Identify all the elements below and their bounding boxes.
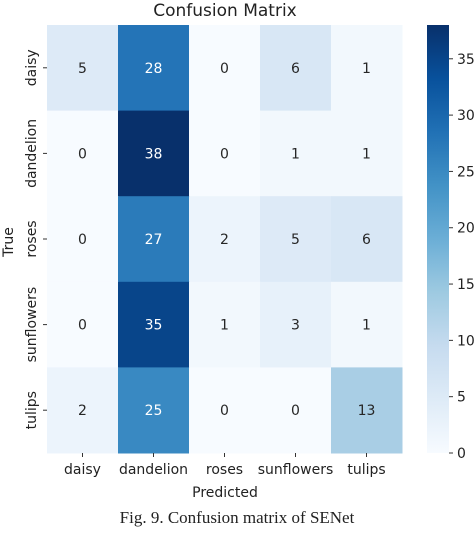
heatmap-cell [189,367,261,454]
cell-value-label: 2 [78,403,87,419]
heatmap-cells [47,25,403,454]
heatmap-cell [118,196,190,283]
heatmap-cell [260,196,332,283]
cell-value-label: 0 [220,61,229,77]
heatmap-cell [189,110,261,197]
x-tick-label: sunflowers [258,462,334,478]
heatmap-cell [47,196,119,283]
heatmap-cell [47,281,119,368]
x-tick-label: roses [206,462,243,478]
chart-title: Confusion Matrix [153,1,297,21]
colorbar-tick-label: 10 [457,333,474,349]
x-axis-label: Predicted [192,485,258,501]
heatmap-cell [118,367,190,454]
cell-value-label: 1 [362,61,371,77]
heatmap-cell [118,110,190,197]
heatmap-cell [47,367,119,454]
heatmap-cell [331,110,403,197]
cell-value-label: 35 [145,318,163,334]
heatmap-cell [260,367,332,454]
heatmap-cell [189,25,261,112]
x-tick-label: daisy [64,462,101,478]
cell-value-label: 0 [78,232,87,248]
cell-value-label: 0 [78,318,87,334]
y-tick-label: roses [24,220,40,257]
x-tick-label: tulips [347,462,385,478]
confusion-matrix-chart: Confusion Matrix 5 28 0 6 10 38 0 1 10 27 2 5 60 35 1 3… [1,1,474,501]
cell-value-label: 0 [291,403,300,419]
cell-value-label: 5 [291,232,300,248]
heatmap-cell [47,110,119,197]
colorbar-tick-label: 0 [457,446,466,462]
cell-value-label: 6 [291,61,300,77]
colorbar [427,25,449,453]
y-tick-label: tulips [24,391,40,429]
heatmap-cell [331,367,403,454]
cell-value-label: 38 [145,146,163,162]
heatmap-cell [47,25,119,112]
cell-value-label: 27 [145,232,163,248]
colorbar-tick-label: 35 [457,52,474,68]
heatmap-cell [331,25,403,112]
cell-value-label: 1 [362,146,371,162]
x-tick-labels: daisy dandelion roses sunflowers tulips [64,453,386,478]
cell-value-label: 0 [220,403,229,419]
heatmap-cell [331,281,403,368]
cell-value-label: 6 [362,232,371,248]
heatmap-cell [331,196,403,283]
cell-value-label: 2 [220,232,229,248]
cell-value-label: 3 [291,318,300,334]
colorbar-tick-label: 25 [457,164,474,180]
y-axis-label: True [1,227,17,258]
colorbar-tick-label: 15 [457,277,474,293]
heatmap-cell-labels: 5 28 0 6 10 38 0 1 10 27 2 5 60 35 1 3 12 25 0 0 13 [78,61,375,419]
heatmap-cell [189,281,261,368]
heatmap-cell [189,196,261,283]
cell-value-label: 0 [220,146,229,162]
cell-value-label: 1 [220,318,229,334]
y-tick-label: daisy [24,49,40,86]
cell-value-label: 25 [145,403,163,419]
colorbar-tick-label: 20 [457,221,474,237]
heatmap-cell [260,25,332,112]
cell-value-label: 13 [358,403,376,419]
cell-value-label: 1 [362,318,371,334]
cell-value-label: 28 [145,61,163,77]
colorbar-tick-label: 30 [457,108,474,124]
heatmap-cell [260,281,332,368]
x-tick-label: dandelion [119,462,188,478]
cell-value-label: 1 [291,146,300,162]
cell-value-label: 0 [78,146,87,162]
heatmap-cell [118,25,190,112]
y-tick-label: dandelion [24,119,40,188]
colorbar-ticks: 0 5 10 15 20 25 30 35 [449,52,474,462]
y-tick-label: sunflowers [24,287,40,363]
figure-caption: Fig. 9. Confusion matrix of SENet [119,508,355,527]
colorbar-tick-label: 5 [457,390,466,406]
y-tick-labels: daisy dandelion roses sunflowers tulips [24,49,47,429]
heatmap-cell [118,281,190,368]
cell-value-label: 5 [78,61,87,77]
heatmap-cell [260,110,332,197]
